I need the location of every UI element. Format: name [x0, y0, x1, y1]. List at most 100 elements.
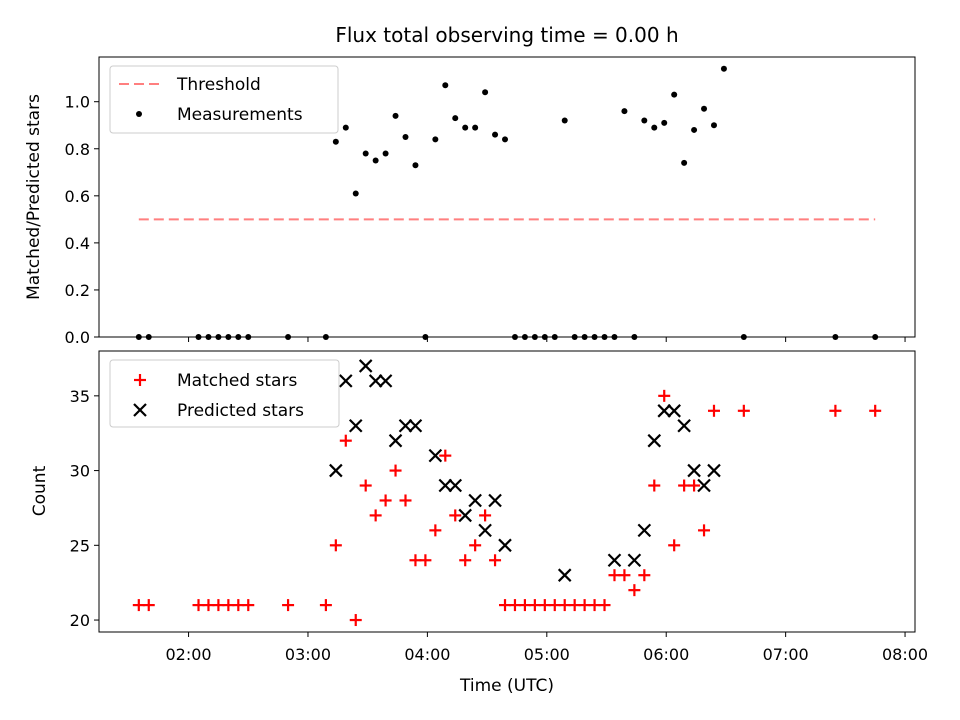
- measurement-point: [641, 117, 648, 124]
- measurement-point: [145, 334, 152, 340]
- top-y-tick-label: 1.0: [65, 93, 90, 112]
- bottom-panel: 20 25 30 35 02:00 03:00 04:00 05:00 06:00 07:00 08…: [70, 350, 928, 664]
- predicted-star-point: [697, 478, 711, 493]
- measurement-point: [832, 334, 839, 340]
- measurement-point: [621, 108, 628, 115]
- matched-star-point: [459, 554, 472, 567]
- measurement-point: [651, 124, 658, 131]
- predicted-star-point: [329, 463, 343, 478]
- predicted-star-point: [358, 359, 373, 373]
- matched-star-point: [648, 479, 661, 492]
- predicted-star-point: [458, 508, 472, 523]
- predicted-star-point: [607, 553, 622, 568]
- predicted-star-point: [557, 568, 572, 582]
- matched-star-point: [379, 494, 392, 507]
- legend-matched-label: Matched stars: [177, 371, 297, 391]
- measurement-point: [601, 334, 608, 340]
- measurement-point: [631, 334, 638, 340]
- top-y-tick-label: 0.4: [65, 234, 90, 253]
- legend-predicted-label: Predicted stars: [177, 401, 304, 421]
- matched-star-point: [638, 569, 651, 582]
- bottom-y-tick-label: 35: [70, 387, 90, 406]
- matched-star-point: [869, 404, 882, 417]
- measurement-point: [710, 122, 717, 129]
- measurement-point: [561, 117, 568, 124]
- measurement-point: [521, 334, 528, 340]
- matched-star-point: [419, 554, 432, 567]
- matched-star-point: [707, 404, 720, 417]
- predicted-star-point: [687, 463, 701, 478]
- matched-star-point: [698, 524, 711, 537]
- measurement-point: [581, 334, 588, 340]
- matched-star-point: [598, 599, 611, 612]
- measurement-point: [462, 124, 469, 131]
- measurement-point: [681, 159, 688, 166]
- matched-star-point: [399, 494, 412, 507]
- measurement-point: [342, 124, 349, 131]
- top-y-tick-label: 0.8: [65, 140, 90, 159]
- predicted-star-point: [478, 523, 492, 538]
- measurement-point: [215, 334, 222, 340]
- x-tick-label: 05:00: [524, 645, 570, 664]
- matched-star-point: [359, 479, 372, 492]
- measurement-point: [472, 124, 479, 131]
- predicted-star-point: [637, 523, 652, 538]
- predicted-star-point: [408, 418, 423, 433]
- measurement-point: [691, 126, 698, 133]
- measurement-point: [225, 334, 232, 340]
- legend-matched-swatch: [134, 374, 146, 386]
- measurement-point: [235, 334, 242, 340]
- measurement-point: [872, 334, 879, 340]
- measurement-point: [245, 334, 252, 340]
- predicted-star-point: [647, 433, 662, 448]
- predicted-star-point: [468, 493, 482, 508]
- legend-measurements-label: Measurements: [177, 105, 303, 125]
- legend-threshold-label: Threshold: [176, 75, 261, 95]
- top-y-axis-label: Matched/Predicted stars: [24, 94, 44, 300]
- top-y-tick-label: 0.0: [65, 328, 90, 347]
- matched-star-point: [628, 584, 641, 597]
- predicted-star-point: [398, 418, 413, 433]
- matched-star-point: [319, 599, 332, 612]
- matched-star-point: [389, 464, 402, 477]
- measurement-point: [352, 190, 359, 197]
- legend-measurement-swatch: [136, 111, 142, 117]
- matched-star-point: [618, 569, 631, 582]
- predicted-star-point: [498, 538, 512, 553]
- matched-star-point: [349, 614, 362, 627]
- predicted-star-point: [339, 374, 353, 388]
- predicted-star-point: [657, 404, 672, 418]
- bottom-y-axis-label: Count: [30, 465, 50, 516]
- measurement-point: [591, 334, 598, 340]
- matched-star-point: [429, 524, 442, 537]
- measurement-point: [402, 134, 409, 140]
- bottom-legend: Matched stars Predicted stars: [109, 359, 340, 428]
- measurement-point: [432, 136, 439, 143]
- matched-star-point: [329, 539, 342, 552]
- measurement-point: [412, 162, 419, 169]
- x-tick-label: 08:00: [882, 645, 928, 664]
- x-tick-label: 04:00: [404, 645, 450, 664]
- matched-star-point: [829, 404, 842, 417]
- matched-star-point: [242, 599, 255, 612]
- predicted-star-point: [368, 374, 383, 388]
- measurement-point: [422, 334, 429, 340]
- matched-star-point: [737, 404, 750, 417]
- measurement-point: [285, 334, 292, 340]
- matched-star-point: [469, 539, 482, 552]
- measurement-point: [720, 65, 727, 72]
- top-y-tick-label: 0.2: [65, 281, 90, 300]
- measurement-point: [541, 334, 548, 340]
- measurement-point: [372, 157, 379, 164]
- bottom-y-tick-label: 30: [70, 462, 90, 481]
- predicted-star-point: [378, 374, 393, 388]
- measurement-point: [661, 119, 668, 126]
- top-legend: Threshold Measurements: [109, 65, 339, 134]
- bottom-axes-frame: [98, 350, 916, 633]
- matched-star-point: [489, 554, 502, 567]
- matched-star-point: [449, 509, 462, 522]
- bottom-legend-box: [109, 359, 340, 428]
- matched-star-point: [369, 509, 382, 522]
- measurement-point: [511, 334, 518, 340]
